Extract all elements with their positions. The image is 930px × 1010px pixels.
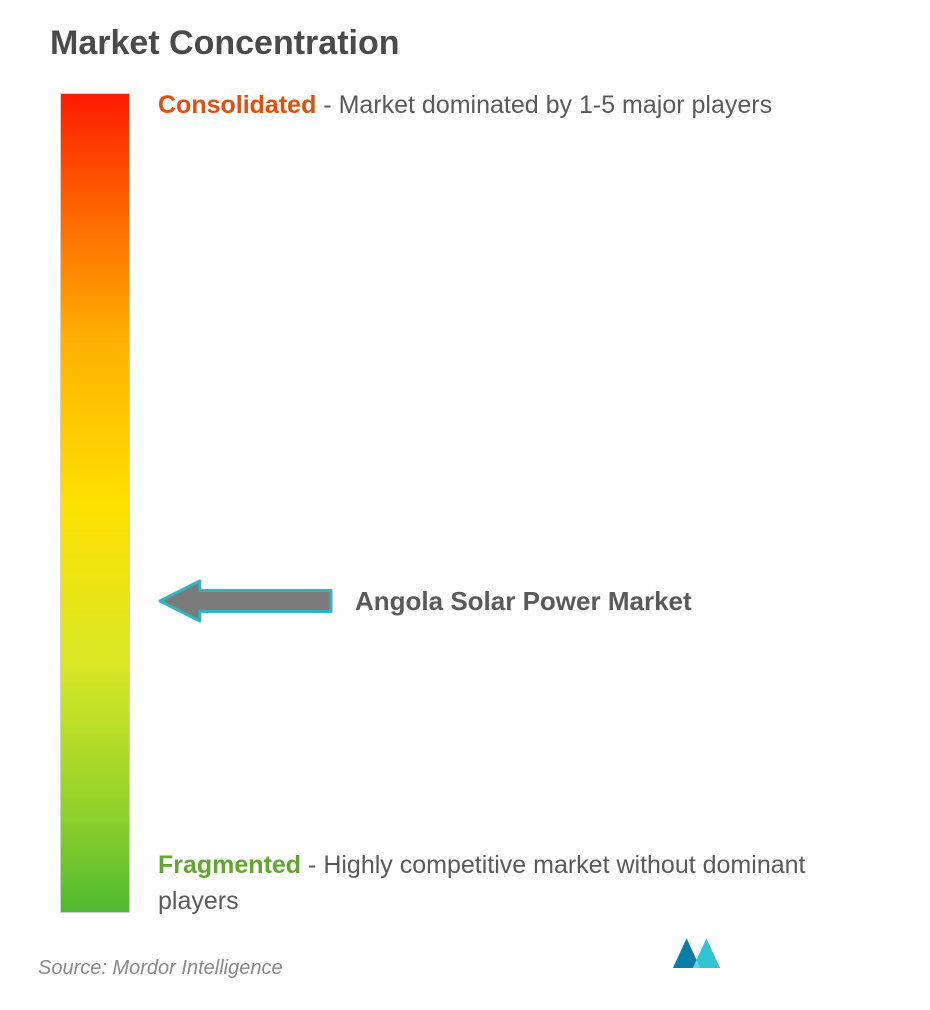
brand-logo: [668, 932, 730, 980]
logo-icon: [668, 932, 730, 975]
gradient-bar: [60, 93, 130, 913]
market-name-label: Angola Solar Power Market: [355, 586, 692, 617]
labels-column: Consolidated - Market dominated by 1-5 m…: [130, 93, 870, 913]
consolidated-keyword: Consolidated: [158, 91, 316, 119]
fragmented-label: Fragmented - Highly competitive market w…: [158, 847, 870, 920]
market-position-marker: Angola Solar Power Market: [158, 579, 692, 623]
consolidated-desc: - Market dominated by 1-5 major players: [323, 91, 772, 119]
arrow-left-icon: [158, 579, 333, 623]
fragmented-keyword: Fragmented: [158, 851, 301, 879]
page-title: Market Concentration: [50, 24, 870, 63]
concentration-chart: Consolidated - Market dominated by 1-5 m…: [60, 93, 870, 913]
consolidated-label: Consolidated - Market dominated by 1-5 m…: [158, 87, 870, 123]
source-attribution: Source: Mordor Intelligence: [38, 957, 283, 980]
